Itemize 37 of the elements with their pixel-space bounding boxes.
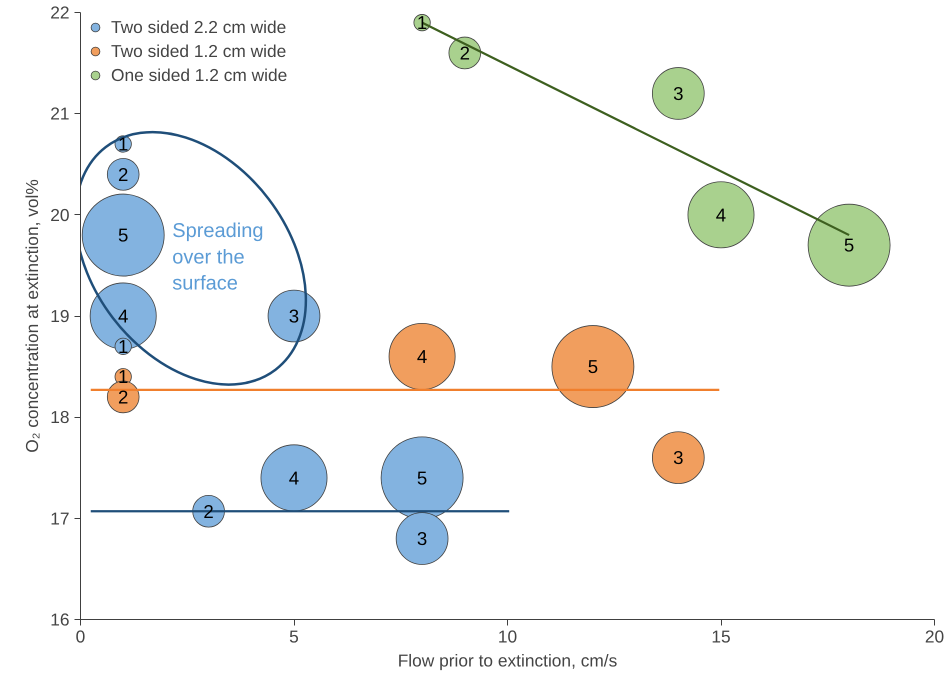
annotation: 3 <box>288 306 300 326</box>
x-tick-label: 10 <box>498 626 518 646</box>
annotation: 2 <box>460 42 470 64</box>
annotation: 1 <box>416 12 428 34</box>
y-tick-label: 16 <box>50 610 70 630</box>
x-tick-label: 20 <box>924 626 944 646</box>
annotation: 1 <box>118 134 128 155</box>
annotation: 4 <box>288 467 300 488</box>
annotation: 3 <box>673 82 684 104</box>
annotation: 3 <box>416 528 428 550</box>
annotation: 4 <box>118 306 128 326</box>
annotation: 5 <box>588 356 598 378</box>
annotation: 3 <box>673 447 684 468</box>
y-tick-label: 22 <box>50 2 70 22</box>
legend-label: Two sided 2.2 cm wide <box>111 16 286 38</box>
x-tick-label: 5 <box>289 626 299 646</box>
annotation: 5 <box>844 234 854 256</box>
x-tick-label: 15 <box>711 626 731 646</box>
annotation: 4 <box>416 346 428 367</box>
y-tick-label: 18 <box>50 407 70 428</box>
legend-label: One sided 1.2 cm wide <box>111 64 288 86</box>
y-axis-title: O₂ concentration at extinction, vol% <box>22 179 42 453</box>
y-tick-label: 21 <box>50 104 70 124</box>
annotation: Spreading over the surface <box>172 220 264 295</box>
x-tick-label: 0 <box>76 626 86 646</box>
x-axis-title: Flow prior to extinction, cm/s <box>398 650 618 670</box>
annotation: 1 <box>118 336 128 357</box>
y-tick-label: 20 <box>50 204 70 225</box>
annotation: 4 <box>716 204 726 226</box>
annotation: 2 <box>118 386 128 408</box>
y-tick-label: 19 <box>50 306 70 326</box>
annotation: 5 <box>118 224 128 246</box>
annotation: 2 <box>118 164 128 185</box>
annotation: 5 <box>416 467 428 488</box>
annotation: 2 <box>203 500 214 522</box>
y-tick-label: 17 <box>50 508 70 528</box>
legend-label: Two sided 1.2 cm wide <box>111 40 286 62</box>
